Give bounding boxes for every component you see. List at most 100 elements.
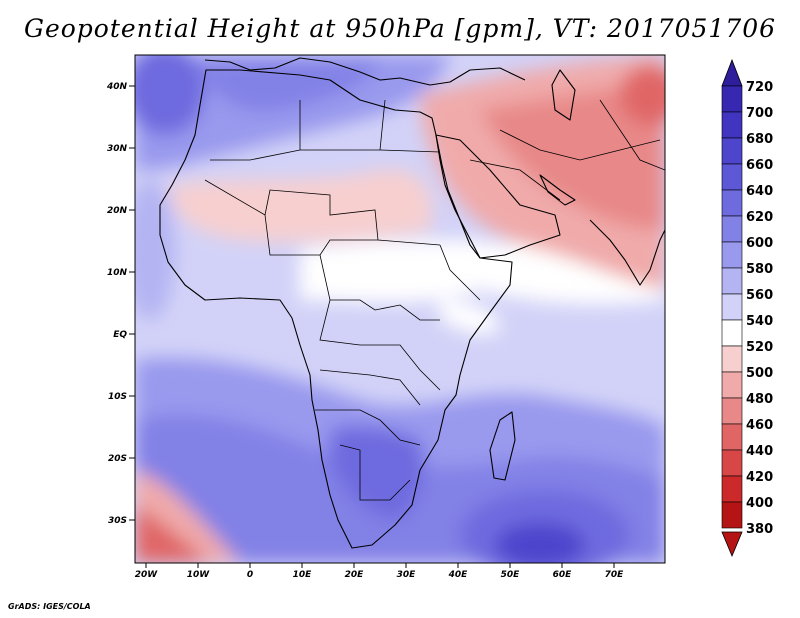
india-coastline (589, 219, 665, 286)
cb-label-500: 500 (746, 366, 773, 381)
colorbar-cell-700 (721, 111, 743, 139)
colorbar-cell-560 (721, 293, 743, 321)
cb-label-420: 420 (746, 470, 773, 485)
colorbar: 720 700 680 660 640 620 600 580 560 540 … (721, 58, 773, 558)
cb-label-380: 380 (746, 522, 773, 537)
colorbar-cell-420 (721, 475, 743, 503)
coastlines (159, 57, 665, 549)
europe-coastline (204, 57, 526, 86)
colorbar-cell-620 (721, 215, 743, 243)
lat-tick-20n: 20N (107, 206, 135, 216)
cb-label-640: 640 (746, 184, 773, 199)
field-red-sw-core (135, 505, 210, 563)
lon-tick-0: 0 (247, 563, 253, 580)
lat-label-10n: 10N (107, 268, 128, 278)
cb-label-660: 660 (746, 158, 773, 173)
lat-tick-20s: 20S (108, 454, 135, 464)
cb-label-600: 600 (746, 236, 773, 251)
borders (204, 99, 665, 501)
lat-label-40n: 40N (106, 82, 128, 92)
lon-tick-50e: 50E (501, 563, 521, 580)
colorbar-cell-640 (721, 189, 743, 217)
lon-label-40e: 40E (448, 570, 469, 580)
colorbar-cell-440 (721, 449, 743, 477)
lon-label-10e: 10E (293, 570, 313, 580)
colorbar-cell-480 (721, 397, 743, 425)
lon-tick-10e: 10E (293, 563, 313, 580)
field-blue-nw (135, 55, 205, 135)
lon-tick-60e: 60E (553, 563, 573, 580)
lat-tick-30n: 30N (107, 144, 135, 154)
colorbar-cell-660 (721, 163, 743, 191)
lat-tick-eq: EQ (113, 330, 135, 340)
field-blue-natl (135, 180, 175, 320)
lat-tick-10n: 10N (107, 268, 135, 278)
cb-label-400: 400 (746, 496, 773, 511)
persian-gulf (539, 174, 576, 206)
field-white-east (440, 300, 500, 335)
madagascar (489, 411, 516, 481)
height-field (135, 55, 665, 563)
lon-tick-20e: 20E (345, 563, 365, 580)
lon-label-10w: 10W (187, 570, 211, 580)
field-blue-satl (180, 445, 320, 535)
lat-label-30s: 30S (108, 516, 127, 526)
arabia-coastline (435, 134, 561, 259)
cb-label-620: 620 (746, 210, 773, 225)
colorbar-cell-580 (721, 267, 743, 295)
lon-tick-20w: 20W (135, 563, 159, 580)
lon-label-30e: 30E (397, 570, 417, 580)
lon-label-70e: 70E (605, 570, 625, 580)
lon-axis: 20W 10W 0 10E 20E 30E 40E 50E 60E 70E (135, 563, 624, 580)
lon-label-20w: 20W (135, 570, 159, 580)
cb-label-540: 540 (746, 314, 773, 329)
border-lines (204, 99, 665, 501)
field-blue-sa (330, 425, 424, 520)
lon-tick-40e: 40E (448, 563, 469, 580)
cb-label-580: 580 (746, 262, 773, 277)
field-blue-med-2 (200, 60, 380, 111)
lon-label-50e: 50E (501, 570, 521, 580)
colorbar-top-arrow (721, 58, 743, 87)
lat-tick-10s: 10S (108, 392, 135, 402)
lat-tick-40n: 40N (106, 82, 135, 92)
cb-label-560: 560 (746, 288, 773, 303)
lat-tick-30s: 30S (108, 516, 135, 526)
map-frame (134, 54, 666, 564)
cb-label-440: 440 (746, 444, 773, 459)
lon-label-0: 0 (247, 570, 253, 580)
colorbar-cell-720 (721, 85, 743, 113)
lat-axis: 40N 30N 20N 10N EQ 10S 20S 30S (106, 82, 135, 526)
cb-label-680: 680 (746, 132, 773, 147)
chart-title: Geopotential Height at 950hPa [gpm], VT:… (23, 14, 777, 43)
cb-label-720: 720 (746, 80, 773, 95)
colorbar-cells (721, 85, 743, 529)
lat-label-eq: EQ (113, 330, 127, 340)
field-blue-sio-core (495, 523, 585, 563)
colorbar-cell-520 (721, 345, 743, 373)
lon-tick-70e: 70E (605, 563, 625, 580)
colorbar-labels: 720 700 680 660 640 620 600 580 560 540 … (746, 80, 773, 537)
lon-tick-30e: 30E (397, 563, 417, 580)
colorbar-cell-540 (721, 319, 743, 347)
lon-tick-10w: 10W (187, 563, 211, 580)
colorbar-cell-600 (721, 241, 743, 269)
colorbar-cell-460 (721, 423, 743, 451)
cb-label-700: 700 (746, 106, 773, 121)
lat-label-10s: 10S (108, 392, 127, 402)
field-pink-sahara (170, 169, 433, 242)
cb-label-460: 460 (746, 418, 773, 433)
colorbar-cell-680 (721, 137, 743, 165)
colorbar-cell-400 (721, 501, 743, 529)
colorbar-cell-500 (721, 371, 743, 399)
cb-label-480: 480 (746, 392, 773, 407)
cb-label-520: 520 (746, 340, 773, 355)
credit-text: GrADS: IGES/COLA (8, 602, 91, 611)
field-red-me-core (480, 80, 665, 230)
colorbar-bottom-arrow (721, 531, 743, 558)
lat-label-20s: 20S (108, 454, 127, 464)
lon-label-60e: 60E (553, 570, 573, 580)
lat-label-30n: 30N (107, 144, 128, 154)
lon-label-20e: 20E (345, 570, 365, 580)
